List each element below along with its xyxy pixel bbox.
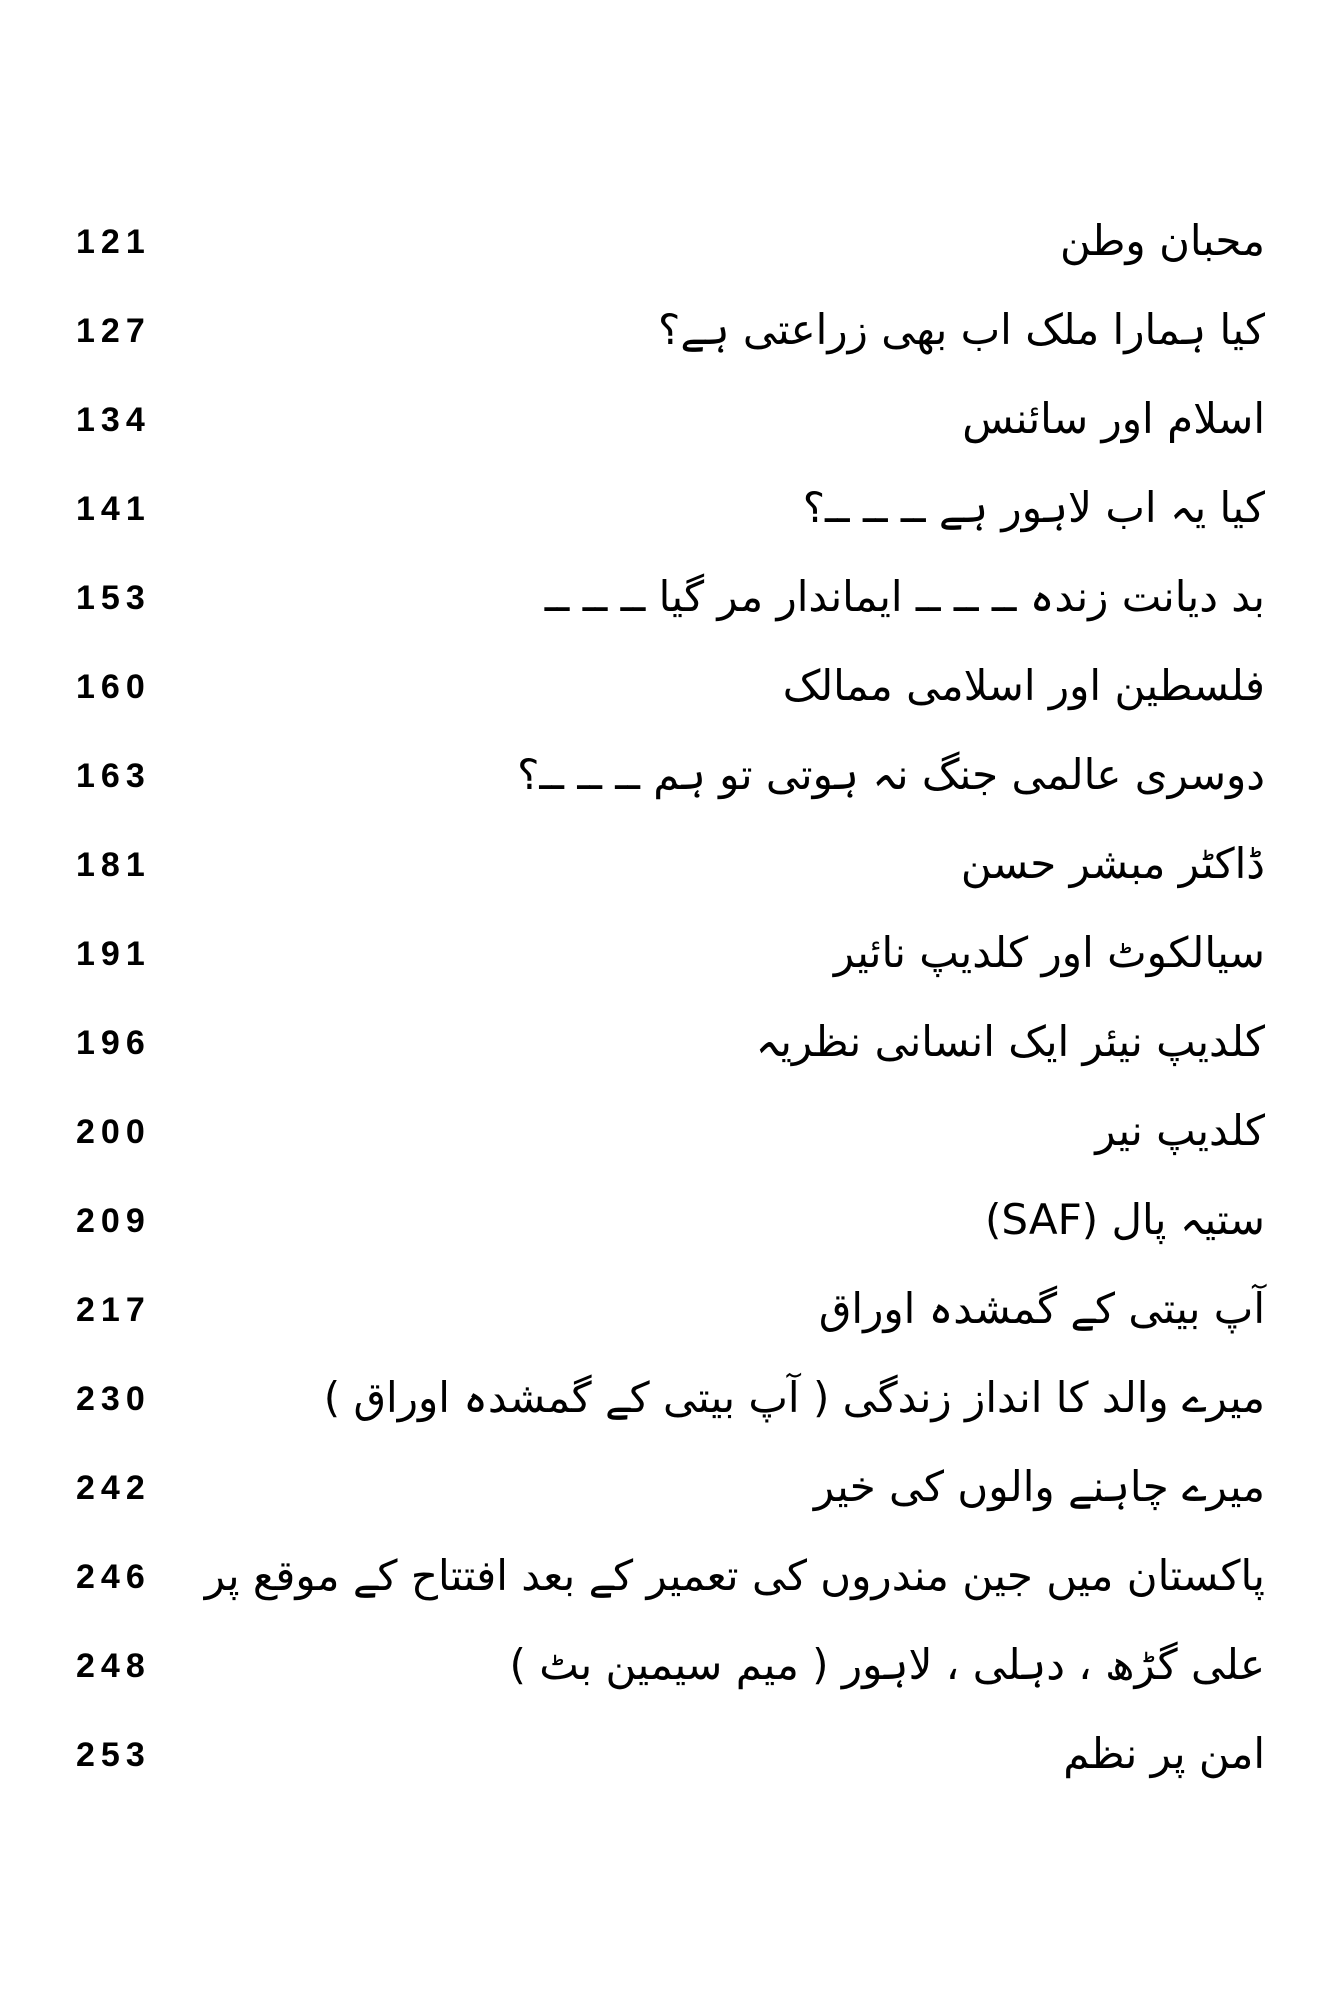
toc-entry-title[interactable]: محبان وطن <box>1060 216 1265 266</box>
toc-row: 230 میرے والد کا انداز زندگی ( آپ بیتی ک… <box>0 1354 1342 1443</box>
toc-row: 153 بد دیانت زندہ ــ ــ ــ ایماندار مر گ… <box>0 553 1342 642</box>
toc-row: 160 فلسطین اور اسلامی ممالک <box>0 642 1342 731</box>
toc-entry-title[interactable]: پاکستان میں جین مندروں کی تعمیر کے بعد ا… <box>204 1551 1265 1601</box>
toc-row: 121 محبان وطن <box>0 197 1342 286</box>
toc-row: 141 کیا یہ اب لاہور ہے ــ ــ ــ؟ <box>0 464 1342 553</box>
toc-entry-title[interactable]: میرے چاہنے والوں کی خیر <box>813 1462 1265 1512</box>
toc-page-number: 121 <box>76 222 151 261</box>
toc-page-number: 248 <box>76 1646 151 1685</box>
toc-entry-title[interactable]: آپ بیتی کے گمشدہ اوراق <box>818 1284 1265 1334</box>
toc-page-number: 246 <box>76 1557 151 1596</box>
toc-page-number: 217 <box>76 1290 151 1329</box>
toc-entry-title[interactable]: میرے والد کا انداز زندگی ( آپ بیتی کے گم… <box>323 1373 1265 1423</box>
toc-page-number: 181 <box>76 845 151 884</box>
toc-entry-title[interactable]: سیالکوٹ اور کلدیپ نائیر <box>833 928 1265 978</box>
toc-page-number: 127 <box>76 311 151 350</box>
toc-row: 253 امن پر نظم <box>0 1710 1342 1799</box>
toc-entry-title[interactable]: کیا یہ اب لاہور ہے ــ ــ ــ؟ <box>802 483 1265 533</box>
toc-page-number: 134 <box>76 400 151 439</box>
toc-entry-title[interactable]: ڈاکٹر مبشر حسن <box>960 839 1265 889</box>
toc-page-number: 253 <box>76 1735 151 1774</box>
toc-row: 127 کیا ہمارا ملک اب بھی زراعتی ہے؟ <box>0 286 1342 375</box>
toc-row: 209 ستیہ پال (SAF) <box>0 1176 1342 1265</box>
toc-page-number: 191 <box>76 934 151 973</box>
toc-page-number: 196 <box>76 1023 151 1062</box>
toc-row: 248 علی گڑھ ، دہلی ، لاہور ( میم سیمین ب… <box>0 1621 1342 1710</box>
toc-row: 217 آپ بیتی کے گمشدہ اوراق <box>0 1265 1342 1354</box>
toc-page-number: 200 <box>76 1112 151 1151</box>
toc-row: 242 میرے چاہنے والوں کی خیر <box>0 1443 1342 1532</box>
toc-entry-title[interactable]: فلسطین اور اسلامی ممالک <box>782 661 1265 711</box>
toc-row: 134 اسلام اور سائنس <box>0 375 1342 464</box>
toc-page-number: 242 <box>76 1468 151 1507</box>
toc-entry-title[interactable]: کیا ہمارا ملک اب بھی زراعتی ہے؟ <box>658 305 1265 355</box>
toc-entry-title[interactable]: علی گڑھ ، دہلی ، لاہور ( میم سیمین بٹ ) <box>509 1640 1265 1690</box>
toc-entry-title[interactable]: ستیہ پال (SAF) <box>985 1195 1265 1245</box>
toc-page-number: 141 <box>76 489 151 528</box>
toc-entry-title[interactable]: کلدیپ نیئر ایک انسانی نظریہ <box>755 1017 1265 1067</box>
toc-row: 181 ڈاکٹر مبشر حسن <box>0 820 1342 909</box>
toc-row: 163 دوسری عالمی جنگ نہ ہوتی تو ہم ــ ــ … <box>0 731 1342 820</box>
toc-entry-title[interactable]: دوسری عالمی جنگ نہ ہوتی تو ہم ــ ــ ــ؟ <box>517 750 1265 800</box>
toc-entry-title[interactable]: کلدیپ نیر <box>1095 1106 1265 1156</box>
toc-row: 196 کلدیپ نیئر ایک انسانی نظریہ <box>0 998 1342 1087</box>
toc-row: 191 سیالکوٹ اور کلدیپ نائیر <box>0 909 1342 998</box>
toc-page-number: 153 <box>76 578 151 617</box>
toc-row: 246 پاکستان میں جین مندروں کی تعمیر کے ب… <box>0 1532 1342 1621</box>
toc-page-number: 230 <box>76 1379 151 1418</box>
toc-row: 200 کلدیپ نیر <box>0 1087 1342 1176</box>
toc-list: 121 محبان وطن 127 کیا ہمارا ملک اب بھی ز… <box>0 197 1342 1799</box>
toc-page-number: 209 <box>76 1201 151 1240</box>
toc-entry-title[interactable]: امن پر نظم <box>1063 1729 1265 1779</box>
toc-entry-title[interactable]: اسلام اور سائنس <box>962 394 1265 444</box>
toc-page-number: 163 <box>76 756 151 795</box>
toc-entry-title[interactable]: بد دیانت زندہ ــ ــ ــ ایماندار مر گیا ـ… <box>544 572 1265 622</box>
toc-page-number: 160 <box>76 667 151 706</box>
